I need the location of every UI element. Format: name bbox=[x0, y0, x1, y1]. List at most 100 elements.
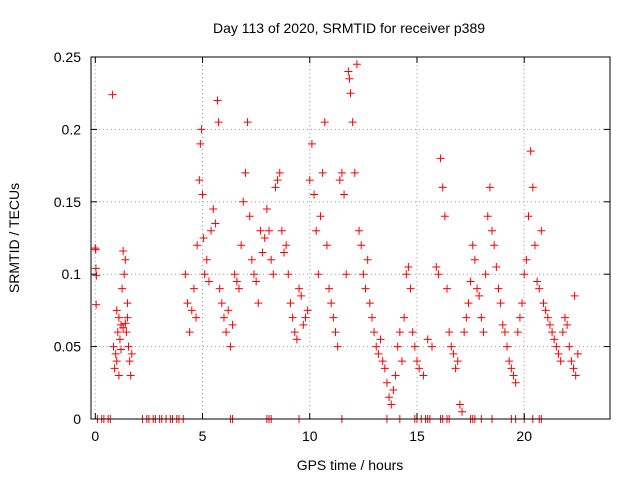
data-point bbox=[419, 371, 428, 380]
data-point bbox=[331, 328, 340, 337]
data-point bbox=[320, 118, 329, 127]
data-point bbox=[119, 247, 128, 256]
data-point bbox=[256, 226, 265, 235]
data-point bbox=[370, 328, 379, 337]
y-tick-label: 0.2 bbox=[62, 121, 82, 137]
data-point bbox=[123, 299, 132, 308]
data-point bbox=[275, 168, 284, 177]
data-point bbox=[485, 183, 494, 192]
x-tick-labels: 0 5 10 15 20 bbox=[91, 428, 532, 444]
data-point bbox=[303, 306, 312, 315]
data-point bbox=[361, 284, 370, 293]
data-point bbox=[447, 342, 456, 351]
data-point bbox=[558, 328, 567, 337]
data-point bbox=[316, 212, 325, 221]
data-point bbox=[292, 335, 301, 344]
data-point bbox=[571, 371, 580, 380]
data-point bbox=[449, 349, 458, 358]
data-point bbox=[282, 241, 291, 250]
data-point bbox=[115, 335, 124, 344]
data-point bbox=[458, 407, 467, 416]
data-point bbox=[548, 328, 557, 337]
x-axis-label: GPS time / hours bbox=[297, 457, 404, 473]
data-point bbox=[438, 183, 447, 192]
data-point bbox=[505, 357, 514, 366]
data-point bbox=[518, 299, 527, 308]
data-point bbox=[372, 342, 381, 351]
data-point bbox=[230, 270, 239, 279]
data-point bbox=[488, 226, 497, 235]
data-point bbox=[312, 226, 321, 235]
y-axis-label: SRMTID / TECUs bbox=[6, 183, 22, 293]
data-point bbox=[481, 270, 490, 279]
data-point bbox=[224, 306, 233, 315]
data-point bbox=[217, 299, 226, 308]
data-point bbox=[460, 328, 469, 337]
grid-lines bbox=[91, 57, 610, 419]
data-point bbox=[490, 241, 499, 250]
data-point bbox=[114, 371, 123, 380]
data-point bbox=[198, 190, 207, 199]
data-point bbox=[209, 205, 218, 214]
data-point bbox=[533, 277, 542, 286]
data-point bbox=[515, 313, 524, 322]
data-point bbox=[121, 255, 130, 264]
data-point bbox=[249, 270, 258, 279]
data-point bbox=[245, 212, 254, 221]
data-point bbox=[432, 262, 441, 271]
data-point bbox=[453, 357, 462, 366]
y-tick-label: 0.25 bbox=[54, 49, 81, 65]
data-point bbox=[408, 328, 417, 337]
data-point bbox=[569, 364, 578, 373]
data-point bbox=[325, 284, 334, 293]
data-point bbox=[423, 335, 432, 344]
data-point bbox=[122, 328, 131, 337]
data-point bbox=[395, 328, 404, 337]
data-point bbox=[520, 270, 529, 279]
data-point bbox=[265, 226, 274, 235]
data-point bbox=[387, 400, 396, 409]
data-point bbox=[262, 205, 271, 214]
data-point bbox=[333, 342, 342, 351]
data-point bbox=[314, 270, 323, 279]
data-point bbox=[494, 284, 503, 293]
x-tick-label: 5 bbox=[199, 428, 207, 444]
data-point bbox=[350, 168, 359, 177]
data-point bbox=[215, 284, 224, 293]
data-point bbox=[267, 255, 276, 264]
data-point bbox=[109, 342, 118, 351]
data-point bbox=[213, 96, 222, 105]
data-point bbox=[340, 190, 349, 199]
data-point bbox=[498, 320, 507, 329]
data-point bbox=[228, 320, 237, 329]
y-tick-label: 0 bbox=[73, 411, 81, 427]
x-tick-label: 15 bbox=[409, 428, 425, 444]
data-point bbox=[123, 313, 132, 322]
data-point bbox=[573, 349, 582, 358]
plot-frame bbox=[90, 56, 611, 420]
data-point bbox=[277, 226, 286, 235]
data-point bbox=[199, 234, 208, 242]
data-point bbox=[385, 393, 394, 402]
data-point bbox=[468, 241, 477, 250]
data-point bbox=[535, 284, 544, 293]
data-point bbox=[404, 262, 413, 271]
data-point bbox=[121, 319, 130, 328]
data-point bbox=[110, 364, 119, 373]
data-point bbox=[560, 313, 569, 322]
data-point bbox=[513, 328, 522, 337]
data-point bbox=[346, 89, 355, 98]
data-point bbox=[389, 386, 398, 395]
data-point bbox=[380, 364, 389, 373]
data-point bbox=[507, 364, 516, 373]
data-point bbox=[260, 234, 269, 242]
data-point bbox=[355, 226, 364, 235]
data-point bbox=[545, 320, 554, 329]
data-point bbox=[329, 313, 338, 322]
data-point bbox=[524, 212, 533, 221]
data-point bbox=[124, 342, 133, 351]
data-point bbox=[374, 349, 383, 358]
data-point bbox=[310, 190, 319, 199]
data-point bbox=[91, 264, 100, 273]
data-point bbox=[288, 313, 297, 322]
